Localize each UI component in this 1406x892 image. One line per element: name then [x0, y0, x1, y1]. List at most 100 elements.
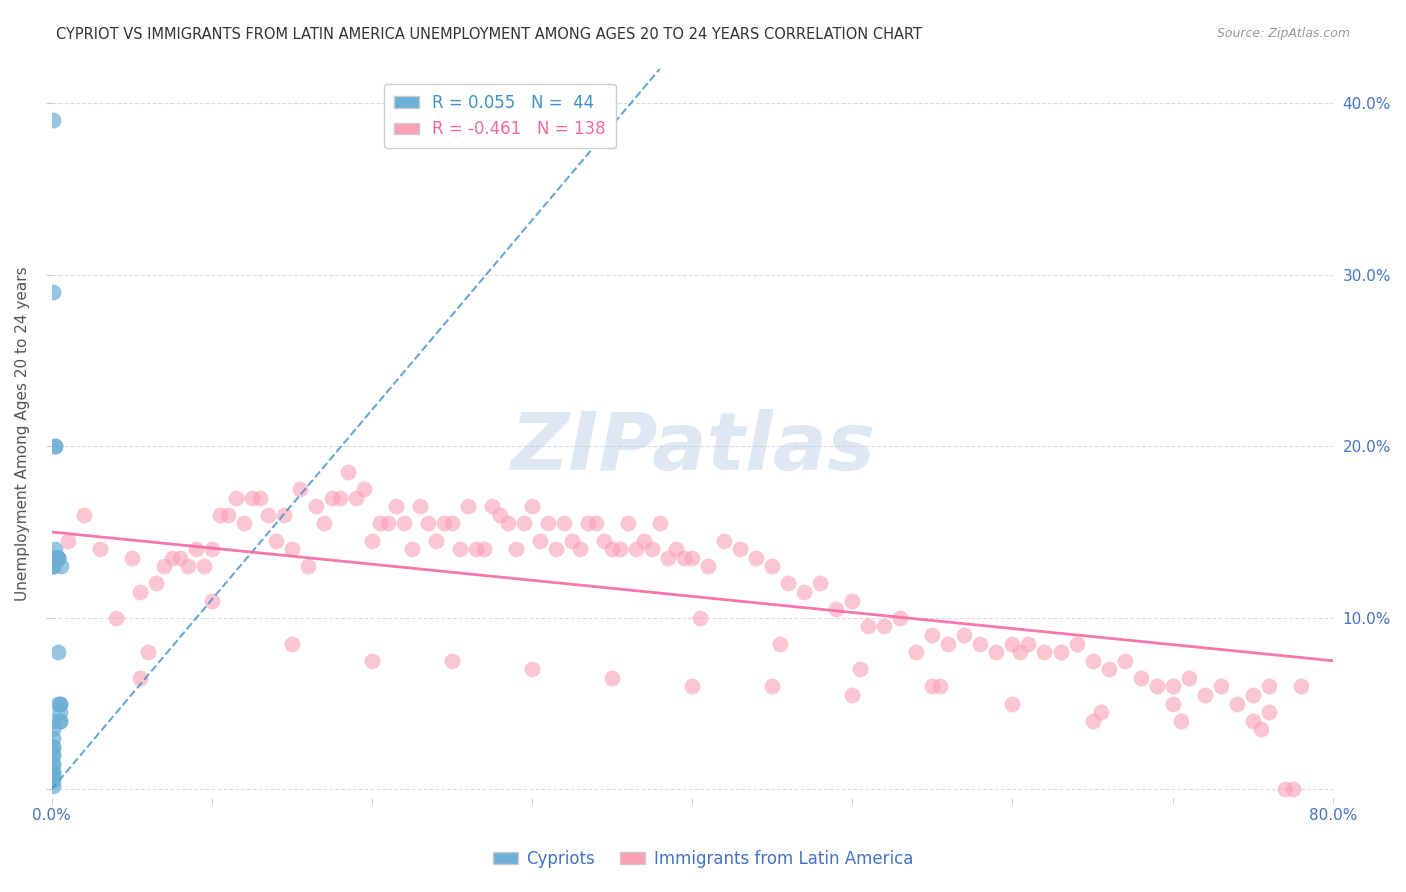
Point: [745, 550, 768, 565]
Point: [240, 491, 263, 505]
Point: [986, 645, 1008, 659]
Point: [1257, 705, 1279, 719]
Point: [377, 516, 399, 531]
Point: [617, 516, 640, 531]
Point: [46, 550, 69, 565]
Text: Source: ZipAtlas.com: Source: ZipAtlas.com: [1216, 27, 1350, 40]
Point: [42, 739, 65, 754]
Point: [104, 611, 127, 625]
Point: [42, 765, 65, 780]
Point: [249, 491, 271, 505]
Point: [305, 500, 328, 514]
Point: [440, 516, 463, 531]
Point: [45, 550, 67, 565]
Point: [42, 773, 65, 788]
Point: [46, 697, 69, 711]
Point: [657, 550, 679, 565]
Point: [44, 439, 66, 453]
Point: [633, 533, 655, 548]
Point: [45, 550, 67, 565]
Point: [193, 559, 215, 574]
Point: [778, 576, 800, 591]
Legend: R = 0.055   N =  44, R = -0.461   N = 138: R = 0.055 N = 44, R = -0.461 N = 138: [384, 84, 616, 148]
Point: [929, 680, 952, 694]
Point: [849, 662, 872, 676]
Point: [42, 779, 65, 793]
Point: [905, 645, 928, 659]
Point: [585, 516, 607, 531]
Point: [201, 542, 224, 557]
Point: [520, 662, 543, 676]
Point: [1017, 636, 1039, 650]
Point: [184, 542, 207, 557]
Point: [48, 697, 70, 711]
Point: [232, 516, 254, 531]
Point: [641, 542, 664, 557]
Point: [225, 491, 247, 505]
Point: [44, 439, 66, 453]
Point: [858, 619, 880, 633]
Text: ZIPatlas: ZIPatlas: [509, 409, 875, 487]
Point: [520, 500, 543, 514]
Point: [217, 508, 239, 522]
Point: [128, 671, 150, 685]
Point: [576, 516, 599, 531]
Point: [1161, 680, 1184, 694]
Point: [1090, 705, 1112, 719]
Point: [1250, 723, 1272, 737]
Point: [42, 559, 65, 574]
Point: [360, 533, 382, 548]
Point: [46, 550, 69, 565]
Point: [697, 559, 720, 574]
Point: [392, 516, 415, 531]
Point: [1010, 645, 1032, 659]
Point: [1257, 680, 1279, 694]
Point: [45, 550, 67, 565]
Point: [1129, 671, 1152, 685]
Point: [481, 500, 503, 514]
Point: [288, 482, 311, 496]
Point: [44, 550, 66, 565]
Point: [42, 748, 65, 763]
Point: [761, 680, 783, 694]
Point: [1170, 714, 1192, 728]
Point: [401, 542, 423, 557]
Point: [728, 542, 751, 557]
Point: [1081, 654, 1104, 668]
Point: [344, 491, 367, 505]
Point: [329, 491, 352, 505]
Point: [1289, 680, 1312, 694]
Point: [44, 550, 66, 565]
Point: [1001, 697, 1024, 711]
Point: [1241, 688, 1264, 702]
Point: [1177, 671, 1199, 685]
Point: [713, 533, 735, 548]
Point: [457, 500, 479, 514]
Point: [46, 550, 69, 565]
Point: [440, 654, 463, 668]
Point: [1274, 782, 1296, 797]
Point: [416, 516, 439, 531]
Point: [1241, 714, 1264, 728]
Point: [169, 550, 191, 565]
Point: [569, 542, 592, 557]
Point: [42, 731, 65, 745]
Point: [321, 491, 343, 505]
Point: [600, 671, 623, 685]
Point: [673, 550, 696, 565]
Point: [1209, 680, 1232, 694]
Point: [128, 585, 150, 599]
Point: [593, 533, 616, 548]
Point: [1114, 654, 1136, 668]
Point: [353, 482, 375, 496]
Point: [600, 542, 623, 557]
Point: [42, 723, 65, 737]
Point: [1194, 688, 1216, 702]
Point: [496, 516, 519, 531]
Point: [489, 508, 512, 522]
Point: [46, 645, 69, 659]
Point: [689, 611, 711, 625]
Point: [273, 508, 295, 522]
Text: CYPRIOT VS IMMIGRANTS FROM LATIN AMERICA UNEMPLOYMENT AMONG AGES 20 TO 24 YEARS : CYPRIOT VS IMMIGRANTS FROM LATIN AMERICA…: [56, 27, 922, 42]
Point: [841, 593, 863, 607]
